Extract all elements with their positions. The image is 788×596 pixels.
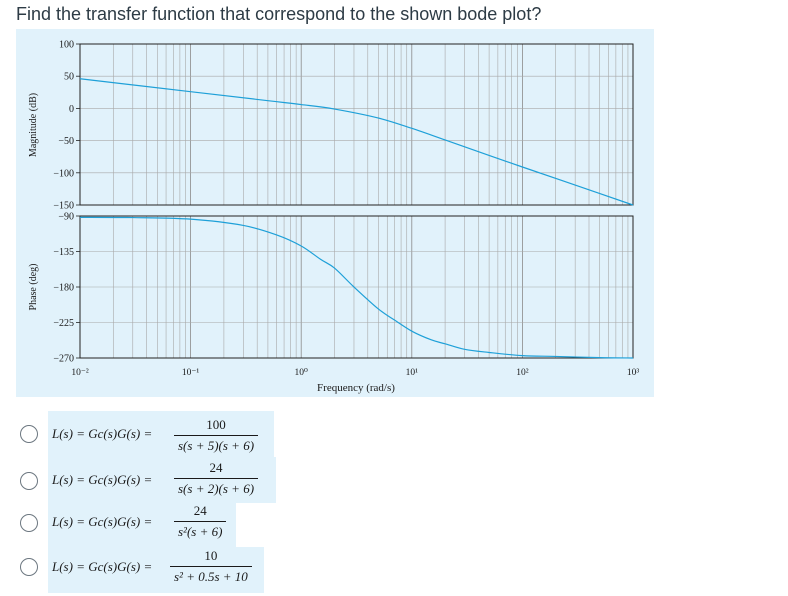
frequency-xtick-label: 10⁰ — [295, 368, 309, 378]
option-1-fraction-bar — [174, 435, 259, 436]
frequency-xtick-label: 10⁻¹ — [182, 368, 200, 378]
phase-ytick-label: −180 — [53, 283, 74, 294]
phase-grid — [79, 215, 633, 359]
option-2-lhs: L(s) = Gc(s)G(s) = — [52, 472, 153, 487]
option-2-fraction-bar — [174, 478, 259, 479]
magnitude-ytick-label: −150 — [53, 201, 74, 212]
option-3-lhs: L(s) = Gc(s)G(s) = — [52, 514, 153, 529]
option-3-fraction-bar — [174, 521, 227, 522]
frequency-axis-label: Frequency (rad/s) — [317, 382, 395, 394]
option-2-numerator: 24 — [209, 460, 223, 475]
frequency-xtick-label: 10² — [516, 368, 529, 378]
magnitude-ytick-label: −100 — [53, 168, 74, 179]
phase-axis-label: Phase (deg) — [28, 264, 39, 311]
phase-y-ticks: −90 −135 −180 −225 −270 — [53, 212, 80, 365]
magnitude-plot-frame — [79, 43, 634, 206]
magnitude-grid — [79, 43, 633, 206]
option-4-numerator: 10 — [204, 548, 218, 563]
option-2-fraction: 24 s(s + 2)(s + 6) — [174, 460, 259, 497]
option-4-radio[interactable] — [20, 558, 38, 576]
option-3-formula: L(s) = Gc(s)G(s) = 24 s²(s + 6) — [48, 502, 236, 548]
frequency-xtick-label: 10¹ — [406, 368, 419, 378]
option-2-denominator: s(s + 2)(s + 6) — [178, 481, 255, 496]
option-3-denominator: s²(s + 6) — [178, 524, 223, 539]
option-4-fraction-bar — [170, 566, 252, 567]
magnitude-ytick-label: 100 — [59, 40, 74, 51]
frequency-x-ticks: 10⁻² 10⁻¹ 10⁰ 10¹ 10² 10³ — [71, 368, 639, 378]
frequency-xtick-label: 10⁻² — [71, 368, 89, 378]
option-1-denominator: s(s + 5)(s + 6) — [178, 438, 255, 453]
magnitude-ytick-label: 0 — [69, 104, 74, 115]
option-4-formula: L(s) = Gc(s)G(s) = 10 s² + 0.5s + 10 — [48, 547, 264, 593]
phase-ytick-label: −225 — [53, 318, 74, 329]
phase-ytick-label: −135 — [53, 247, 74, 258]
option-3-fraction: 24 s²(s + 6) — [174, 503, 227, 540]
magnitude-axis-label: Magnitude (dB) — [28, 93, 39, 157]
option-1-formula: L(s) = Gc(s)G(s) = 100 s(s + 5)(s + 6) — [48, 411, 274, 457]
magnitude-y-ticks: 100 50 0 −50 −100 −150 — [53, 40, 80, 212]
option-2-formula: L(s) = Gc(s)G(s) = 24 s(s + 2)(s + 6) — [48, 457, 276, 503]
magnitude-series-line — [79, 78, 634, 206]
bode-plot-figure: 100 50 0 −50 −100 −150 −90 −135 −180 −225 −270 10… — [16, 29, 654, 397]
frequency-xtick-label: 10³ — [627, 368, 640, 378]
magnitude-ytick-label: −50 — [58, 136, 74, 147]
option-1-radio[interactable] — [20, 425, 38, 443]
option-3-numerator: 24 — [193, 503, 207, 518]
option-1-fraction: 100 s(s + 5)(s + 6) — [174, 417, 259, 454]
option-2-radio[interactable] — [20, 472, 38, 490]
option-1-numerator: 100 — [206, 417, 226, 432]
phase-ytick-label: −90 — [58, 212, 74, 223]
option-4-denominator: s² + 0.5s + 10 — [174, 569, 248, 584]
magnitude-ytick-label: 50 — [64, 72, 74, 83]
option-4-lhs: L(s) = Gc(s)G(s) = — [52, 559, 153, 574]
option-1-lhs: L(s) = Gc(s)G(s) = — [52, 426, 153, 441]
bode-plot-svg: 100 50 0 −50 −100 −150 −90 −135 −180 −225 −270 10… — [28, 40, 639, 395]
phase-series-line — [79, 216, 634, 359]
option-3-radio[interactable] — [20, 514, 38, 532]
phase-ytick-label: −270 — [53, 354, 74, 365]
question-text: Find the transfer function that correspo… — [16, 4, 542, 24]
option-4-fraction: 10 s² + 0.5s + 10 — [170, 548, 252, 585]
